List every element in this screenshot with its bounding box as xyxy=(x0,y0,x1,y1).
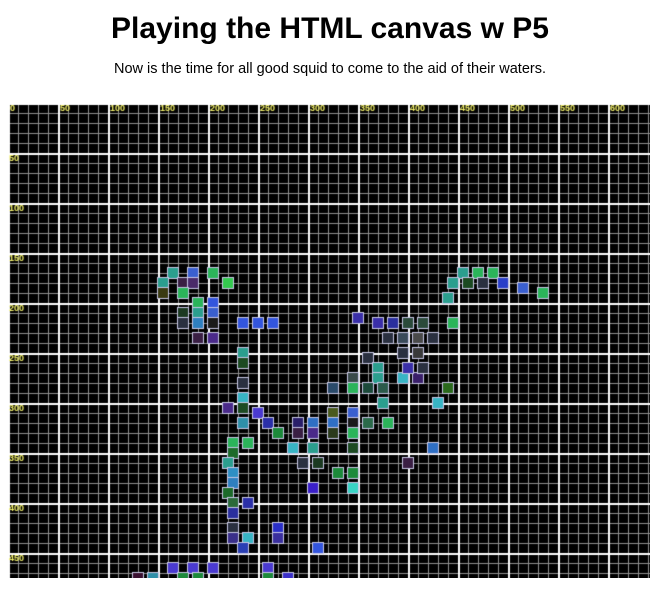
canvas-container[interactable] xyxy=(8,103,650,578)
page-subtitle: Now is the time for all good squid to co… xyxy=(114,61,546,77)
page-title: Playing the HTML canvas w P5 xyxy=(111,12,549,45)
p5-sketch-canvas[interactable] xyxy=(8,103,650,578)
